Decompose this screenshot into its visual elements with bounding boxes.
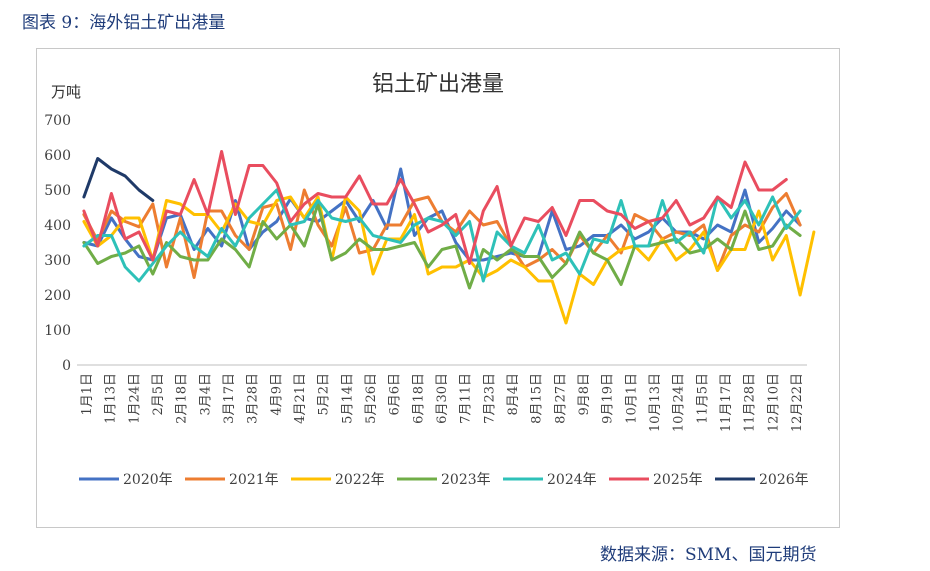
- x-tick-label: 1月1日: [80, 373, 95, 416]
- legend-label: 2023年: [441, 472, 491, 488]
- x-tick-label: 11月17日: [719, 373, 734, 432]
- y-tick-label: 600: [44, 148, 71, 164]
- y-tick-label: 300: [44, 253, 71, 269]
- x-tick-label: 5月14日: [340, 373, 355, 424]
- chart-svg: 铝土矿出港量 万吨 0 100 200 300 400 500 600 700 1月1日 1月1…: [44, 72, 816, 488]
- x-tick-label: 11月28日: [743, 373, 758, 432]
- x-tick-label: 1月13日: [104, 373, 119, 424]
- x-tick-label: 9月8日: [577, 373, 592, 416]
- series-line-2026: [82, 157, 155, 202]
- y-axis-label: 万吨: [51, 83, 81, 101]
- x-tick-label: 8月4日: [506, 373, 521, 416]
- x-tick-label: 6月30日: [435, 373, 450, 424]
- x-tick-label: 9月19日: [601, 373, 616, 424]
- x-tick-label: 12月10日: [766, 373, 781, 432]
- series-line-2022: [82, 195, 816, 325]
- x-tick-label: 3月28日: [246, 373, 261, 424]
- x-tick-label: 7月11日: [459, 373, 474, 424]
- legend-label: 2021年: [229, 472, 279, 488]
- x-tick-label: 4月9日: [269, 373, 284, 416]
- x-tick-label: 3月4日: [198, 373, 213, 416]
- legend-label: 2025年: [653, 472, 703, 488]
- x-tick-label: 10月13日: [648, 373, 663, 432]
- series-line-2024: [82, 188, 802, 283]
- x-tick-label: 3月17日: [222, 373, 237, 424]
- x-tick-label: 8月27日: [553, 373, 568, 424]
- x-tick-label: 8月15日: [530, 373, 545, 424]
- legend-label: 2026年: [759, 472, 809, 488]
- y-tick-label: 400: [44, 218, 71, 234]
- source-note: 数据来源：SMM、国元期货: [600, 545, 817, 565]
- y-tick-label: 100: [44, 323, 71, 339]
- chart-frame: 铝土矿出港量 万吨 0 100 200 300 400 500 600 700 1月1日 1月1…: [36, 48, 840, 528]
- x-tick-label: 1月24日: [127, 373, 142, 424]
- x-tick-label: 2月5日: [151, 373, 166, 416]
- figure-caption: 图表 9：海外铝土矿出港量: [22, 13, 226, 33]
- y-tick-label: 700: [44, 113, 71, 129]
- legend-label: 2020年: [123, 472, 173, 488]
- x-tick-label: 10月24日: [672, 373, 687, 432]
- x-tick-label: 2月18日: [175, 373, 190, 424]
- x-tick-label: 4月21日: [293, 373, 308, 424]
- x-tick-label: 10月1日: [624, 373, 639, 424]
- legend-label: 2024年: [547, 472, 597, 488]
- y-tick-label: 200: [44, 288, 71, 304]
- x-tick-label: 6月18日: [411, 373, 426, 424]
- x-tick-label: 12月22日: [790, 373, 805, 432]
- x-tick-label: 5月2日: [317, 373, 332, 416]
- x-tick-label: 6月6日: [388, 373, 403, 416]
- series-line-2023: [82, 202, 802, 290]
- series-line-2025: [82, 150, 788, 265]
- chart-title: 铝土矿出港量: [372, 72, 504, 97]
- x-tick-label: 11月5日: [695, 373, 710, 424]
- x-tick-label: 7月23日: [482, 373, 497, 424]
- y-tick-label: 0: [62, 358, 71, 374]
- x-tick-label: 5月26日: [364, 373, 379, 424]
- legend-label: 2022年: [335, 472, 385, 488]
- y-tick-label: 500: [44, 183, 71, 199]
